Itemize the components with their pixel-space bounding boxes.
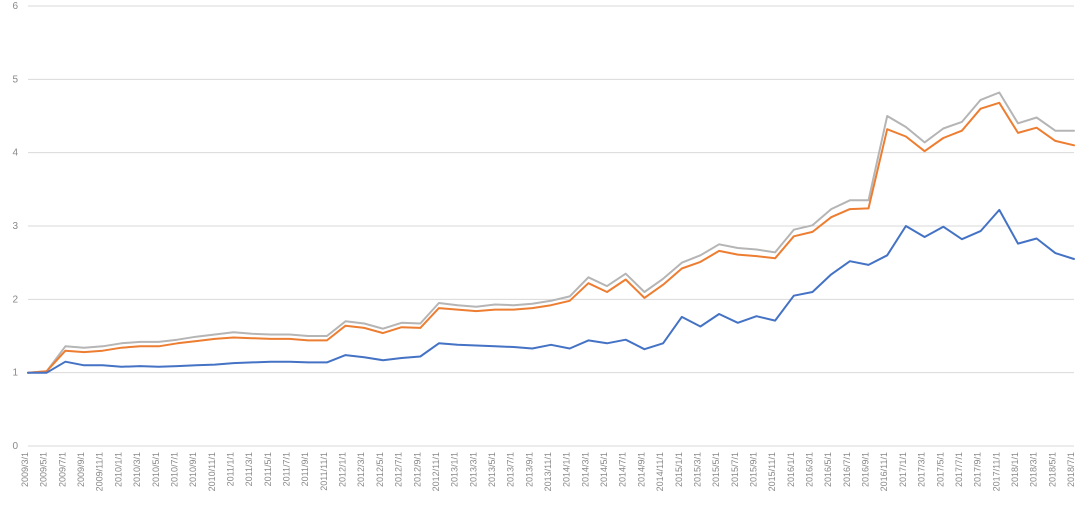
y-tick-label: 6 [12, 1, 18, 12]
x-tick-label: 2015/11/1 [767, 452, 777, 491]
x-tick-label: 2017/1/1 [898, 452, 908, 487]
x-tick-label: 2015/3/1 [692, 452, 702, 487]
x-tick-label: 2015/9/1 [748, 452, 758, 487]
x-tick-label: 2014/5/1 [599, 452, 609, 487]
x-tick-label: 2011/1/1 [225, 452, 235, 486]
x-tick-label: 2017/7/1 [954, 452, 964, 487]
x-tick-label: 2018/1/1 [1010, 452, 1020, 487]
x-tick-label: 2011/7/1 [282, 452, 292, 486]
x-tick-label: 2015/1/1 [674, 452, 684, 487]
x-tick-label: 2011/3/1 [244, 452, 254, 486]
x-tick-label: 2010/11/1 [207, 452, 217, 491]
x-tick-label: 2013/9/1 [524, 452, 534, 487]
x-tick-label: 2018/5/1 [1047, 452, 1057, 487]
x-tick-label: 2016/1/1 [786, 452, 796, 487]
x-tick-label: 2016/11/1 [879, 452, 889, 491]
x-tick-label: 2017/11/1 [991, 452, 1001, 491]
x-tick-label: 2017/5/1 [935, 452, 945, 487]
x-tick-label: 2009/7/1 [57, 452, 67, 487]
y-tick-label: 1 [12, 368, 18, 379]
x-tick-label: 2016/5/1 [823, 452, 833, 487]
x-tick-label: 2010/1/1 [113, 452, 123, 487]
x-tick-label: 2011/9/1 [300, 452, 310, 486]
x-tick-label: 2016/3/1 [805, 452, 815, 487]
x-tick-label: 2010/9/1 [188, 452, 198, 487]
x-tick-label: 2013/5/1 [487, 452, 497, 487]
x-tick-label: 2012/11/1 [431, 452, 441, 491]
x-tick-label: 2010/5/1 [151, 452, 161, 487]
y-tick-label: 3 [12, 221, 18, 232]
x-tick-label: 2018/7/1 [1066, 452, 1076, 487]
x-tick-label: 2009/3/1 [20, 452, 30, 487]
x-tick-label: 2016/7/1 [842, 452, 852, 487]
x-tick-label: 2017/9/1 [973, 452, 983, 487]
x-tick-label: 2018/3/1 [1029, 452, 1039, 487]
x-tick-label: 2009/5/1 [39, 452, 49, 487]
x-tick-label: 2014/1/1 [562, 452, 572, 487]
x-tick-label: 2013/3/1 [468, 452, 478, 487]
y-tick-label: 0 [12, 441, 18, 452]
x-tick-label: 2013/7/1 [506, 452, 516, 487]
x-tick-label: 2017/3/1 [917, 452, 927, 487]
x-tick-label: 2012/3/1 [356, 452, 366, 487]
x-tick-label: 2013/11/1 [543, 452, 553, 491]
x-tick-label: 2012/9/1 [412, 452, 422, 487]
x-tick-label: 2009/9/1 [76, 452, 86, 487]
chart-svg: 0 1 2 3 4 5 6 2009/3/1 2009/5/1 2009/7/1 2009/9/1 2… [0, 0, 1080, 511]
y-tick-label: 5 [12, 74, 18, 85]
x-tick-label: 2014/11/1 [655, 452, 665, 491]
x-tick-label: 2012/5/1 [375, 452, 385, 487]
x-tick-label: 2012/1/1 [338, 452, 348, 487]
x-tick-label: 2012/7/1 [394, 452, 404, 487]
x-tick-label: 2014/3/1 [580, 452, 590, 487]
y-tick-label: 2 [12, 294, 18, 305]
x-tick-label: 2010/7/1 [169, 452, 179, 487]
x-tick-label: 2011/11/1 [319, 452, 329, 491]
x-tick-label: 2014/7/1 [618, 452, 628, 487]
x-tick-label: 2010/3/1 [132, 452, 142, 487]
x-tick-label: 2014/9/1 [636, 452, 646, 487]
x-tick-label: 2016/9/1 [861, 452, 871, 487]
x-tick-label: 2009/11/1 [95, 452, 105, 491]
x-tick-label: 2015/5/1 [711, 452, 721, 487]
x-tick-label: 2013/1/1 [450, 452, 460, 487]
line-chart: 0 1 2 3 4 5 6 2009/3/1 2009/5/1 2009/7/1 2009/9/1 2… [0, 0, 1080, 511]
y-tick-label: 4 [12, 148, 18, 159]
x-tick-label: 2011/5/1 [263, 452, 273, 486]
x-tick-label: 2015/7/1 [730, 452, 740, 487]
